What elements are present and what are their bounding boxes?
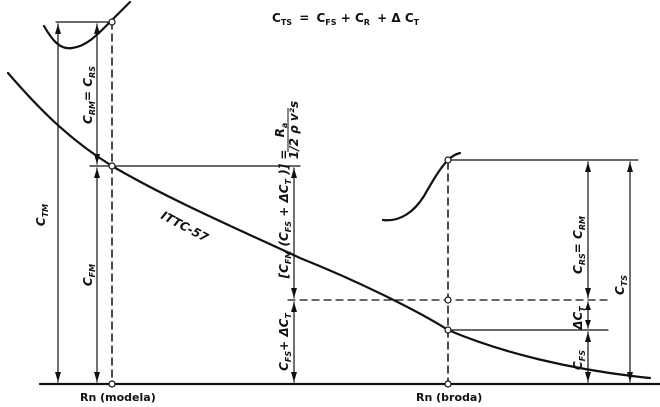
svg-text:CFS: CFS [571, 350, 587, 370]
ship-total-curve [381, 151, 462, 222]
dct-ship-dimension [585, 301, 591, 329]
ship-top-point [444, 156, 452, 164]
middle-difference-dimension [291, 167, 297, 299]
svg-text:CRM= CRS: CRM= CRS [81, 66, 97, 124]
label-c-rs-eq-c-rm: CRS= CRM [571, 216, 587, 274]
label-ra-fraction: Ra 1/2 ρ v²s [273, 101, 301, 159]
svg-text:CFM: CFM [81, 264, 97, 286]
svg-text:[CFM (CFS + ΔCT: [CFM (CFS + ΔCT )] = [277, 150, 294, 280]
ship-axis-point [444, 380, 452, 388]
svg-text:CTM: CTM [34, 204, 50, 226]
label-c-tm: CTM [34, 204, 50, 226]
label-dct-ship: ΔCT [571, 306, 587, 331]
svg-text:Ra: Ra [273, 123, 289, 138]
label-c-ts: CTS [613, 275, 629, 295]
ship-fs-dct-point [444, 296, 452, 304]
model-friction-point [108, 162, 116, 170]
svg-text:1/2 ρ v²s: 1/2 ρ v²s [287, 101, 301, 159]
ship-friction-point [444, 326, 452, 334]
label-bracket-formula: [CFM (CFS + ΔCT )] = [277, 150, 294, 280]
title-c-ts: C [272, 11, 281, 25]
c-fs-dct-dimension [291, 301, 297, 383]
c-ts-dimension [627, 161, 633, 383]
label-c-fs-dct: CFS+ ΔCT [277, 313, 293, 371]
point-markers [108, 18, 452, 388]
c-fm-dimension [94, 167, 100, 383]
model-axis-point [108, 380, 116, 388]
svg-text:CRS= CRM: CRS= CRM [571, 216, 587, 274]
title-formula: CTS = CFS + CR + Δ CT [272, 11, 420, 28]
ittc57-curve [6, 71, 652, 380]
c-rm-dimension [94, 23, 100, 165]
x-label-rn-ship: Rn (broda) [416, 391, 482, 404]
x-label-rn-model: Rn (modela) [80, 391, 156, 404]
svg-text:ΔCT: ΔCT [571, 306, 587, 331]
model-top-point [108, 18, 116, 26]
svg-text:CFS+ ΔCT: CFS+ ΔCT [277, 313, 293, 371]
c-tm-dimension [55, 23, 61, 383]
label-c-rm-eq-c-rs: CRM= CRS [81, 66, 97, 124]
svg-text:CTS = CFS +: CTS = CFS + CR + Δ CT [272, 11, 420, 28]
svg-text:CTS: CTS [613, 275, 629, 295]
c-fs-ship-dimension [585, 331, 591, 383]
model-total-curve [42, 0, 132, 50]
label-c-fm: CFM [81, 264, 97, 286]
label-c-fs-ship: CFS [571, 350, 587, 370]
c-rs-ship-dimension [585, 161, 591, 299]
